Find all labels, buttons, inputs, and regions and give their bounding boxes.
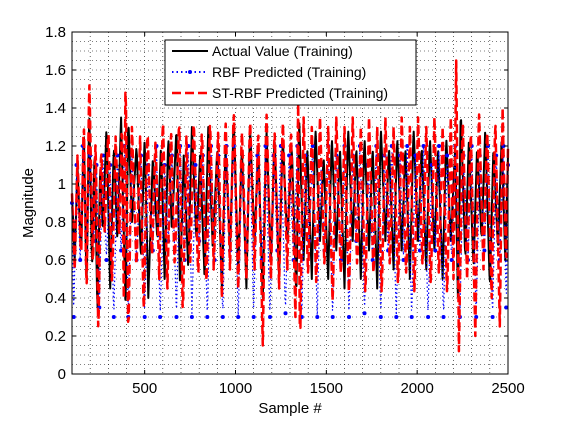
data-point	[378, 315, 383, 319]
legend-label-st-rbf: ST-RBF Predicted (Training)	[212, 85, 388, 101]
data-point	[474, 315, 479, 319]
x-tick-label: 2500	[491, 380, 524, 397]
legend-marker-rbf	[188, 70, 192, 74]
y-tick-label: 0.6	[45, 252, 66, 269]
data-point	[394, 315, 399, 319]
x-tick-label: 2000	[400, 380, 433, 397]
x-tick-label: 500	[132, 380, 157, 397]
data-point	[287, 153, 292, 158]
series-line-1	[71, 145, 509, 318]
data-point	[405, 144, 410, 148]
legend-label-actual: Actual Value (Training)	[212, 43, 353, 59]
data-point	[315, 315, 320, 319]
y-tick-label: 0	[58, 366, 66, 383]
data-point	[189, 315, 194, 319]
data-point	[111, 315, 116, 319]
data-point	[409, 315, 414, 319]
data-point	[283, 311, 288, 316]
x-axis-label: Sample #	[258, 400, 322, 417]
y-axis-ticks: 0 0.2 0.4 0.6 0.8 1 1.2 1.4 1.6 1.8	[45, 24, 508, 383]
data-point	[362, 311, 367, 316]
data-point	[205, 315, 210, 319]
data-point	[504, 305, 509, 310]
data-point	[104, 258, 109, 262]
data-point	[426, 315, 431, 319]
data-point	[441, 315, 446, 319]
y-tick-label: 0.4	[45, 290, 66, 307]
x-axis-ticks: 500 1000 1500 2000 2500	[132, 32, 525, 397]
data-point	[174, 315, 179, 319]
data-point	[268, 315, 272, 319]
data-point	[330, 315, 335, 319]
data-point	[445, 153, 450, 158]
y-tick-label: 1.2	[45, 138, 66, 155]
data-point	[347, 315, 351, 319]
y-tick-label: 1.8	[45, 24, 66, 41]
data-point	[482, 248, 487, 253]
data-point	[158, 315, 163, 319]
data-point	[310, 144, 315, 148]
y-tick-label: 1	[58, 176, 66, 193]
plot-border	[71, 31, 509, 375]
y-tick-label: 1.6	[45, 62, 66, 79]
x-tick-label: 1000	[219, 380, 252, 397]
y-axis-label: Magnitude	[20, 168, 37, 238]
data-point	[433, 248, 438, 253]
data-point	[78, 258, 83, 262]
series-line-2	[70, 59, 510, 353]
data-point	[220, 315, 225, 319]
legend-label-rbf: RBF Predicted (Training)	[212, 64, 366, 80]
data-point	[193, 163, 198, 167]
data-point	[437, 144, 441, 148]
data-point	[142, 315, 147, 319]
y-tick-label: 0.8	[45, 214, 66, 231]
data-point	[251, 315, 256, 319]
data-point	[236, 315, 241, 319]
data-point	[490, 315, 495, 319]
x-tick-label: 1500	[310, 380, 343, 397]
y-tick-label: 0.2	[45, 328, 66, 345]
data-point	[71, 315, 76, 319]
series-layer	[70, 59, 510, 353]
y-tick-label: 1.4	[45, 100, 66, 117]
axes-frame	[71, 31, 509, 375]
legend: Actual Value (Training) RBF Predicted (T…	[164, 39, 417, 106]
